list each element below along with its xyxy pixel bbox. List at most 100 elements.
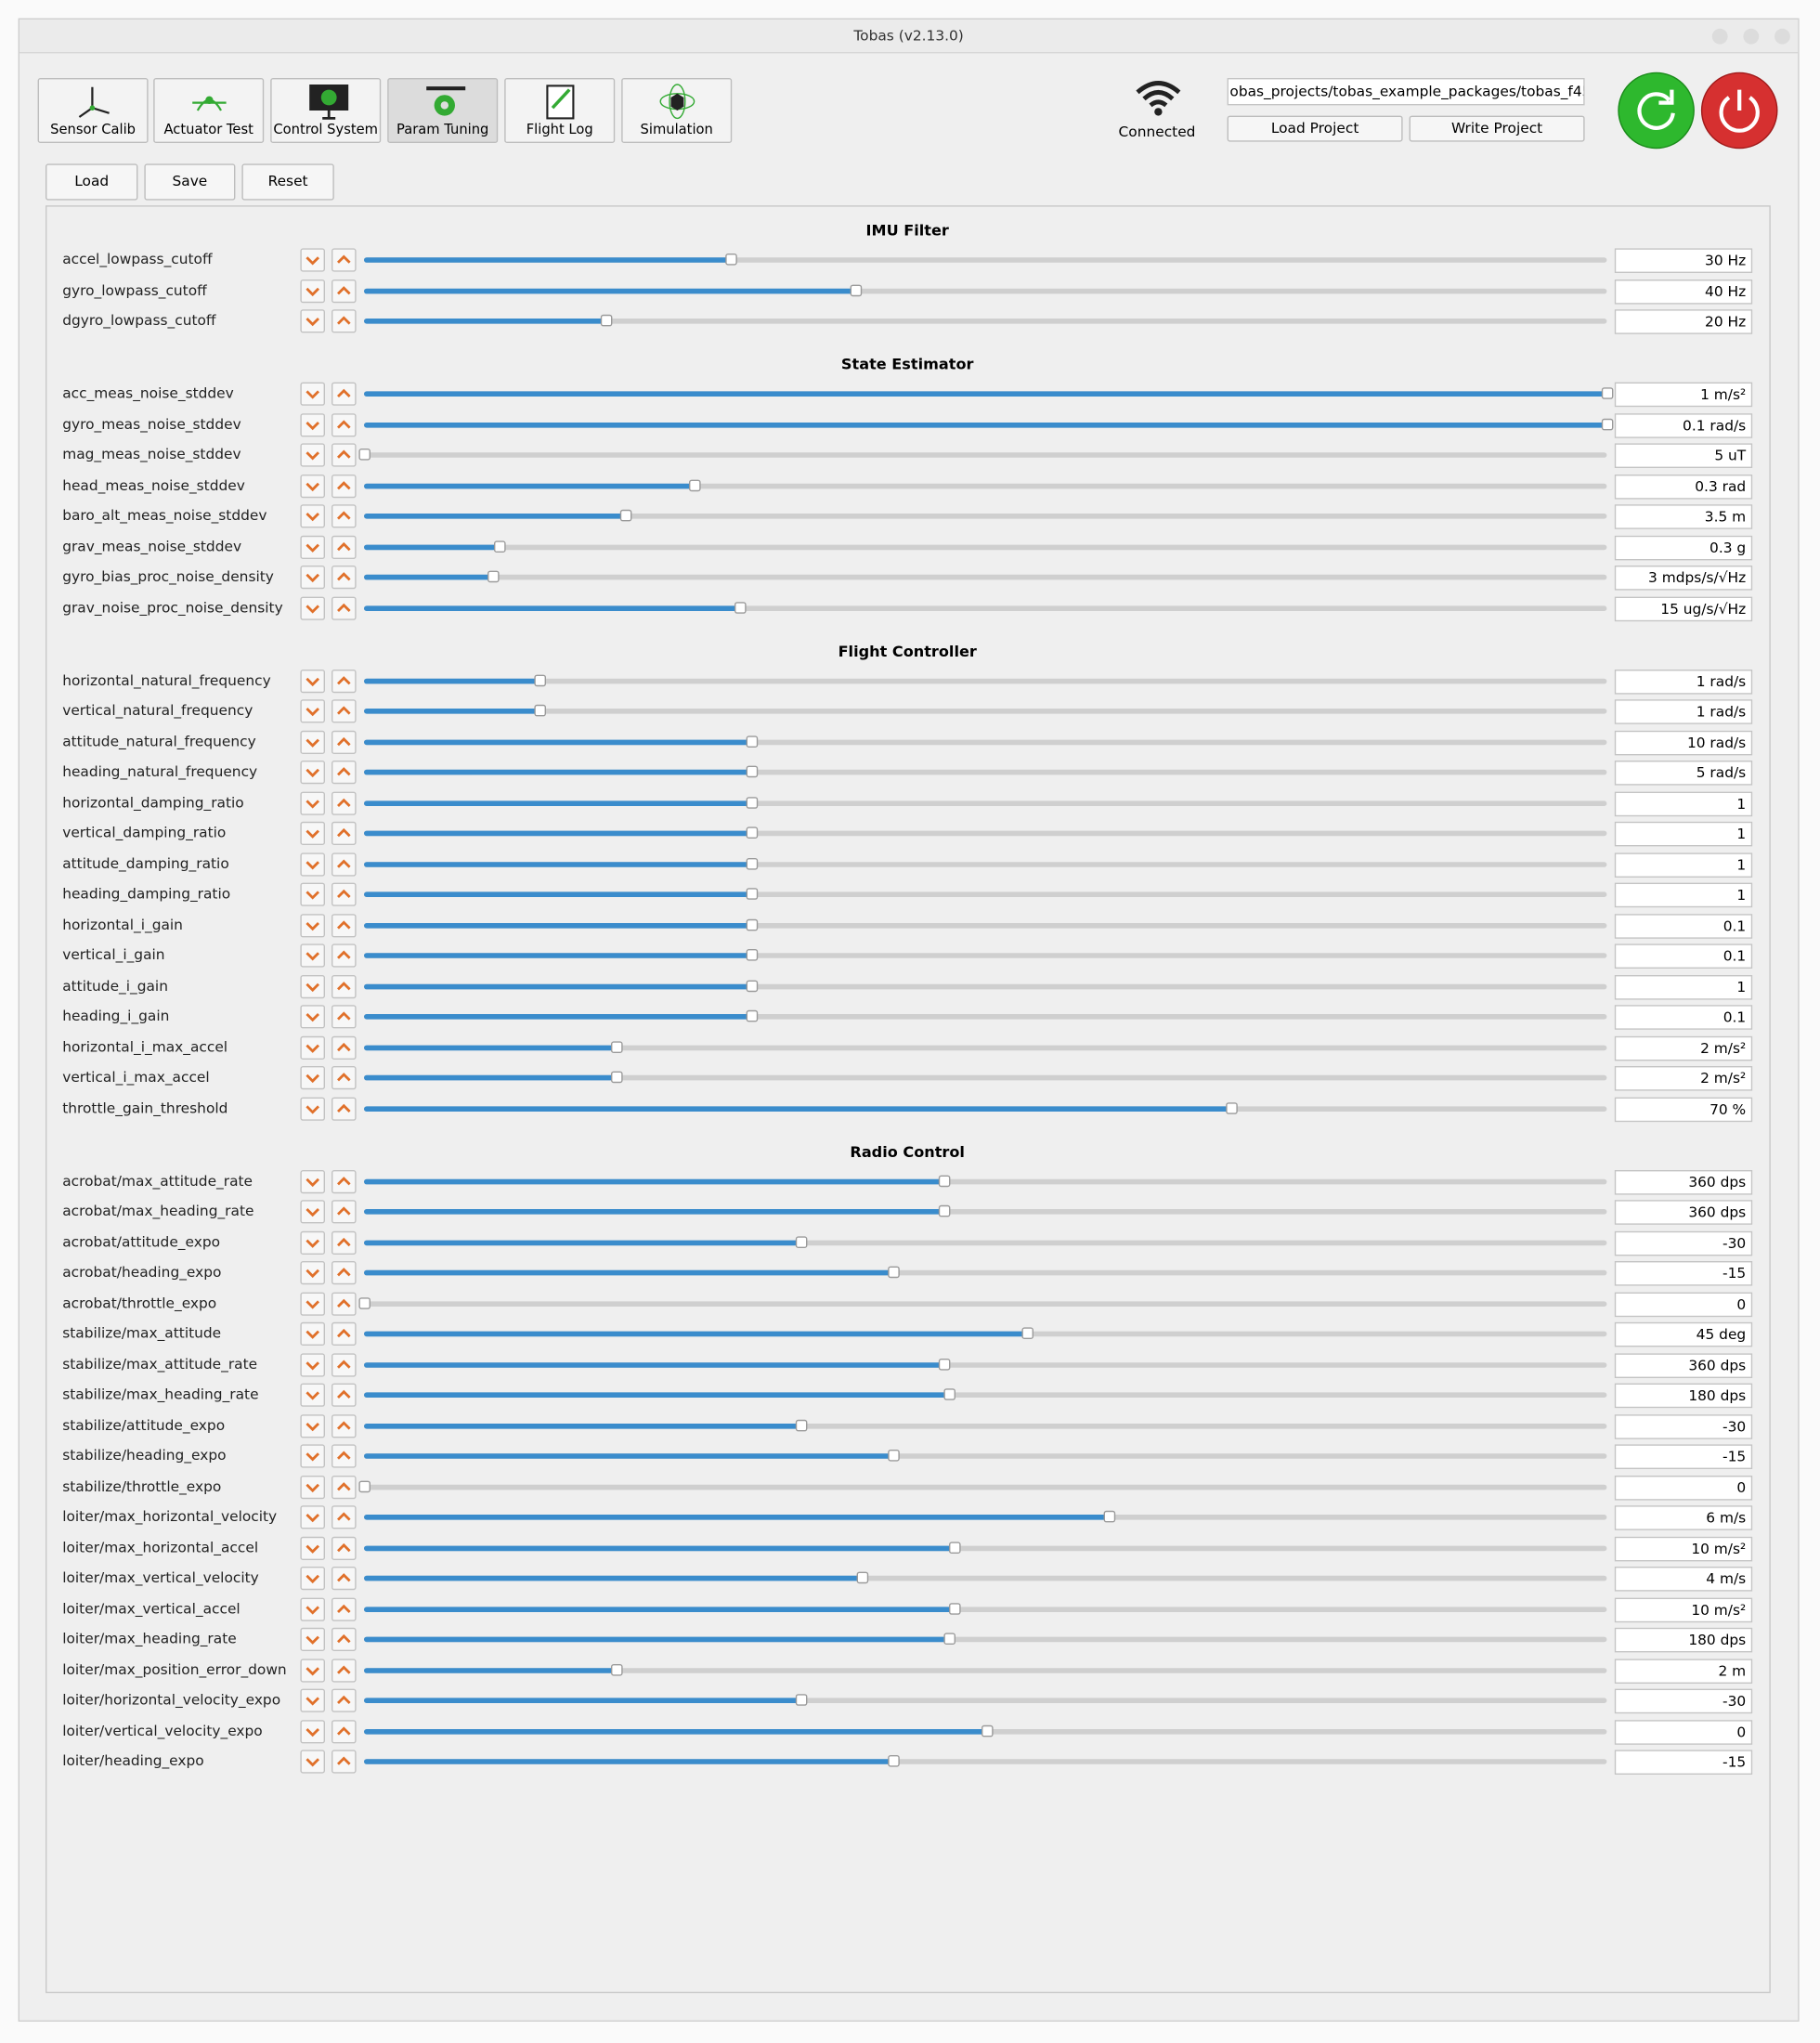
slider[interactable] <box>364 418 1614 430</box>
param-value[interactable]: -30 <box>1614 1688 1753 1714</box>
slider-handle[interactable] <box>746 979 759 992</box>
reset-button[interactable]: Reset <box>241 163 334 201</box>
param-value[interactable]: 1 <box>1614 852 1753 878</box>
increment-button[interactable] <box>332 309 357 333</box>
decrement-button[interactable] <box>300 504 325 528</box>
slider-handle[interactable] <box>888 1755 901 1767</box>
slider-handle[interactable] <box>494 540 506 553</box>
slider[interactable] <box>364 918 1607 930</box>
slider[interactable] <box>364 1235 1607 1248</box>
slider[interactable] <box>364 1358 1607 1370</box>
increment-button[interactable] <box>332 699 357 723</box>
decrement-button[interactable] <box>300 279 325 303</box>
decrement-button[interactable] <box>300 821 325 845</box>
param-value[interactable]: 1 <box>1614 974 1753 999</box>
slider-handle[interactable] <box>949 1602 961 1615</box>
slider-handle[interactable] <box>949 1541 961 1554</box>
slider-handle[interactable] <box>795 1235 807 1248</box>
increment-button[interactable] <box>332 1444 357 1468</box>
increment-button[interactable] <box>332 1627 357 1651</box>
close-button[interactable] <box>1774 28 1790 45</box>
param-value[interactable]: 5 rad/s <box>1614 761 1753 786</box>
tool-button[interactable]: Simulation <box>621 78 733 143</box>
increment-button[interactable] <box>332 730 357 754</box>
slider-handle[interactable] <box>746 888 759 900</box>
slider-handle[interactable] <box>725 254 737 266</box>
decrement-button[interactable] <box>300 1383 325 1407</box>
decrement-button[interactable] <box>300 913 325 937</box>
decrement-button[interactable] <box>300 1261 325 1285</box>
increment-button[interactable] <box>332 1536 357 1560</box>
increment-button[interactable] <box>332 913 357 937</box>
increment-button[interactable] <box>332 412 357 436</box>
slider[interactable] <box>364 704 1607 717</box>
tool-button[interactable]: Control System <box>270 78 382 143</box>
param-value[interactable]: 0.1 <box>1614 913 1753 939</box>
slider-handle[interactable] <box>611 1663 623 1675</box>
param-value[interactable]: 45 deg <box>1614 1321 1753 1347</box>
decrement-button[interactable] <box>300 248 325 272</box>
param-value[interactable]: 0.1 <box>1614 1005 1753 1030</box>
increment-button[interactable] <box>332 1505 357 1529</box>
increment-button[interactable] <box>332 1658 357 1682</box>
slider-handle[interactable] <box>746 1009 759 1022</box>
increment-button[interactable] <box>332 1352 357 1376</box>
slider-handle[interactable] <box>611 1071 623 1084</box>
increment-button[interactable] <box>332 504 357 528</box>
increment-button[interactable] <box>332 1035 357 1060</box>
increment-button[interactable] <box>332 1261 357 1285</box>
decrement-button[interactable] <box>300 1066 325 1090</box>
increment-button[interactable] <box>332 535 357 559</box>
slider-handle[interactable] <box>1601 387 1614 399</box>
param-value[interactable]: 2 m/s² <box>1614 1035 1753 1061</box>
slider-handle[interactable] <box>746 765 759 778</box>
param-value[interactable]: -15 <box>1614 1444 1753 1469</box>
param-value[interactable]: 2 m <box>1614 1658 1753 1684</box>
slider[interactable] <box>364 1040 1607 1053</box>
decrement-button[interactable] <box>300 1413 325 1438</box>
slider[interactable] <box>364 601 1607 614</box>
slider-handle[interactable] <box>1103 1510 1115 1523</box>
param-value[interactable]: -15 <box>1614 1750 1753 1775</box>
slider-handle[interactable] <box>850 283 862 296</box>
decrement-button[interactable] <box>300 1719 325 1743</box>
increment-button[interactable] <box>332 595 357 620</box>
slider[interactable] <box>364 979 1607 992</box>
param-value[interactable]: 180 dps <box>1614 1627 1753 1653</box>
slider[interactable] <box>364 857 1607 869</box>
slider-handle[interactable] <box>857 1571 869 1584</box>
increment-button[interactable] <box>332 1750 357 1774</box>
decrement-button[interactable] <box>300 443 325 467</box>
decrement-button[interactable] <box>300 382 325 406</box>
slider-handle[interactable] <box>734 601 747 614</box>
decrement-button[interactable] <box>300 699 325 723</box>
increment-button[interactable] <box>332 974 357 998</box>
slider-handle[interactable] <box>488 570 500 583</box>
increment-button[interactable] <box>332 1291 357 1316</box>
slider-handle[interactable] <box>534 704 546 717</box>
slider[interactable] <box>364 826 1607 839</box>
decrement-button[interactable] <box>300 882 325 906</box>
param-value[interactable]: 4 m/s <box>1614 1567 1753 1592</box>
param-value[interactable]: 0 <box>1614 1719 1753 1745</box>
param-value[interactable]: 360 dps <box>1614 1169 1753 1194</box>
slider-handle[interactable] <box>358 449 370 461</box>
increment-button[interactable] <box>332 1200 357 1224</box>
increment-button[interactable] <box>332 1230 357 1255</box>
decrement-button[interactable] <box>300 1536 325 1560</box>
slider-handle[interactable] <box>689 478 701 491</box>
slider-handle[interactable] <box>981 1724 994 1737</box>
slider-handle[interactable] <box>746 826 759 839</box>
param-value[interactable]: 20 Hz <box>1614 309 1753 334</box>
slider[interactable] <box>364 1101 1607 1114</box>
decrement-button[interactable] <box>300 1096 325 1121</box>
decrement-button[interactable] <box>300 1005 325 1029</box>
param-value[interactable]: 3 mdps/s/√Hz <box>1614 566 1753 591</box>
param-value[interactable]: 1 <box>1614 790 1753 816</box>
decrement-button[interactable] <box>300 761 325 785</box>
slider[interactable] <box>364 540 1607 553</box>
slider-handle[interactable] <box>1020 1327 1034 1339</box>
decrement-button[interactable] <box>300 1169 325 1193</box>
slider[interactable] <box>364 387 1614 399</box>
decrement-button[interactable] <box>300 974 325 998</box>
